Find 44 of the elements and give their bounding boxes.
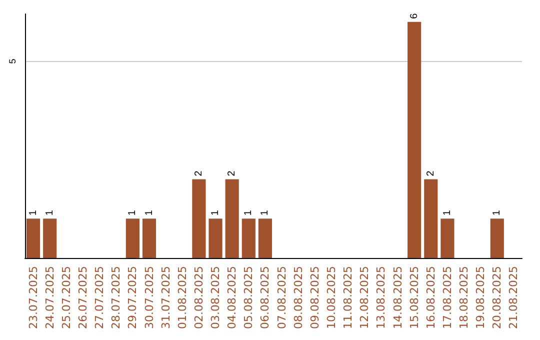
x-tick-label: 15.08.2025 <box>408 266 421 330</box>
data-label: 2 <box>193 170 204 176</box>
x-tick-label: 31.07.2025 <box>159 266 172 330</box>
x-tick-label: 28.07.2025 <box>110 266 123 330</box>
x-tick-label: 06.08.2025 <box>258 266 272 330</box>
x-tick-label: 14.08.2025 <box>391 266 404 330</box>
data-label: 1 <box>442 210 453 216</box>
x-tick-label: 30.07.2025 <box>142 266 156 330</box>
data-label: 1 <box>28 210 39 216</box>
x-tick-label: 07.08.2025 <box>275 266 288 330</box>
x-tick-label: 13.08.2025 <box>374 266 388 330</box>
x-tick-label: 05.08.2025 <box>242 266 256 330</box>
data-label: 6 <box>408 12 420 19</box>
x-tick-label: 21.08.2025 <box>507 266 520 330</box>
y-tick-label: 5 <box>8 58 18 64</box>
x-tick-label: 16.08.2025 <box>424 266 438 330</box>
data-label: 1 <box>144 210 155 216</box>
x-tick-label: 04.08.2025 <box>226 266 239 330</box>
x-tick-label: 25.07.2025 <box>60 266 73 330</box>
x-tick-label: 18.08.2025 <box>458 266 471 330</box>
x-tick-label: 26.07.2025 <box>76 266 90 330</box>
x-tick-label: 17.08.2025 <box>440 266 454 330</box>
data-label: 1 <box>127 210 138 216</box>
data-label: 2 <box>425 170 436 176</box>
x-tick-label: 08.08.2025 <box>292 266 305 330</box>
x-tick-label: 03.08.2025 <box>209 266 222 330</box>
x-tick-label: 09.08.2025 <box>308 266 322 330</box>
data-label: 1 <box>44 210 56 216</box>
data-label: 1 <box>243 210 254 216</box>
x-tick-label: 27.07.2025 <box>93 266 106 330</box>
x-tick-label: 29.07.2025 <box>126 266 140 330</box>
x-tick-label: 11.08.2025 <box>342 266 355 330</box>
data-label: 2 <box>226 170 238 176</box>
data-label: 1 <box>492 210 503 216</box>
data-label: 1 <box>260 210 271 216</box>
x-tick-label: 19.08.2025 <box>474 266 488 330</box>
x-tick-label: 23.07.2025 <box>26 266 40 330</box>
x-tick-label: 12.08.2025 <box>358 266 372 330</box>
data-label: 1 <box>210 210 222 216</box>
x-tick-label: 24.07.2025 <box>43 266 56 330</box>
x-tick-label: 01.08.2025 <box>176 266 189 330</box>
x-tick-label: 20.08.2025 <box>490 266 504 330</box>
x-tick-label: 02.08.2025 <box>192 266 206 330</box>
x-tick-label: 10.08.2025 <box>324 266 338 330</box>
